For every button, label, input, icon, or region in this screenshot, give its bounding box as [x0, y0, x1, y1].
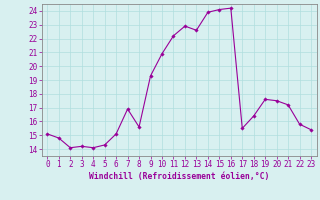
X-axis label: Windchill (Refroidissement éolien,°C): Windchill (Refroidissement éolien,°C)	[89, 172, 269, 181]
